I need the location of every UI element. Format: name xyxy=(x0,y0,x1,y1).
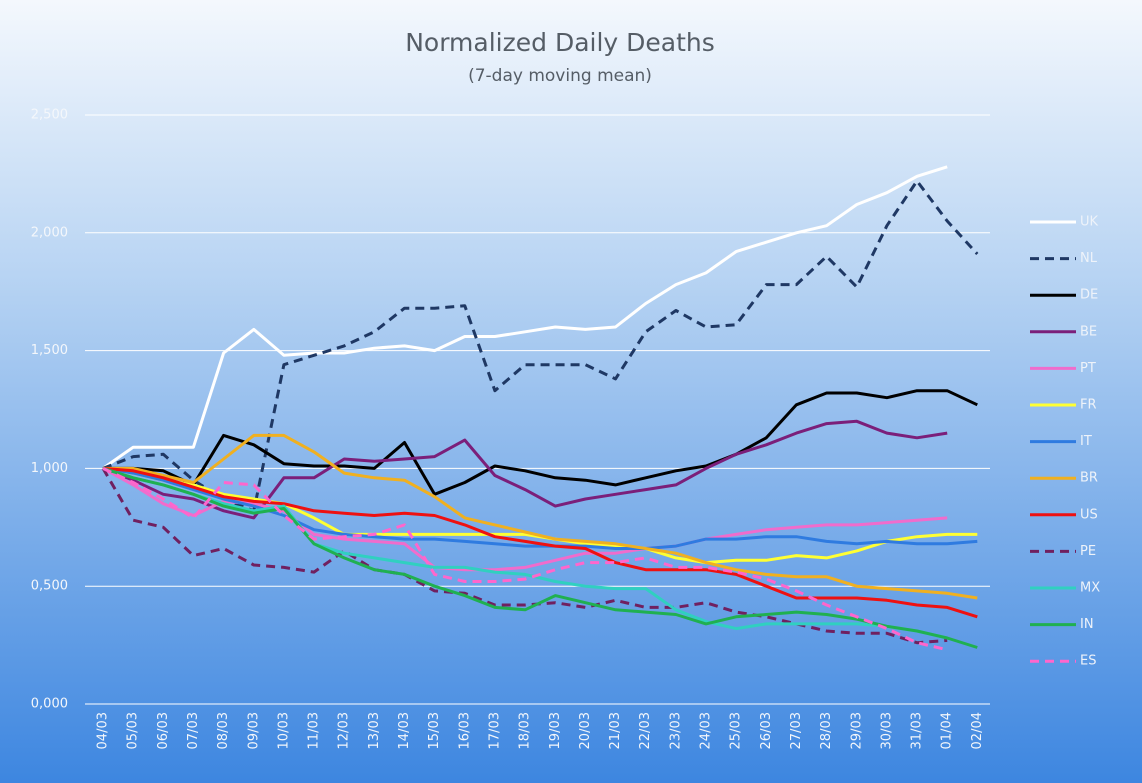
legend-label: FR xyxy=(1080,398,1097,413)
x-tick-label: 17/03 xyxy=(487,712,502,749)
series-line xyxy=(102,466,978,619)
legend-label: PE xyxy=(1080,544,1096,559)
series-line xyxy=(102,419,948,520)
series-line xyxy=(102,467,948,652)
x-tick-label: 02/04 xyxy=(970,712,985,749)
x-tick-label: 20/03 xyxy=(578,712,593,749)
x-tick-label: 16/03 xyxy=(457,712,472,749)
x-tick-label: 07/03 xyxy=(186,712,201,749)
x-tick-label: 04/03 xyxy=(96,712,111,749)
legend-label: BE xyxy=(1080,324,1097,339)
series-line xyxy=(103,389,978,496)
y-tick-label: 1,000 xyxy=(31,461,68,476)
legend-label: UK xyxy=(1080,215,1099,230)
legend-label: DE xyxy=(1080,288,1098,303)
legend-label: PT xyxy=(1080,361,1096,376)
series-line xyxy=(102,179,979,513)
legend-label: MX xyxy=(1080,581,1100,596)
x-tick-label: 05/03 xyxy=(126,712,141,749)
x-tick-label: 21/03 xyxy=(608,712,623,749)
x-tick-label: 30/03 xyxy=(879,712,894,749)
series-line xyxy=(102,466,978,550)
x-tick-label: 29/03 xyxy=(849,712,864,749)
y-tick-label: 0,000 xyxy=(31,697,68,712)
x-tick-label: 31/03 xyxy=(910,712,925,749)
x-tick-label: 18/03 xyxy=(518,712,533,749)
series-line xyxy=(101,467,948,645)
x-tick-label: 10/03 xyxy=(276,712,291,749)
y-tick-label: 1,500 xyxy=(31,343,68,358)
x-tick-label: 24/03 xyxy=(699,712,714,749)
x-tick-label: 14/03 xyxy=(397,712,412,749)
x-tick-label: 26/03 xyxy=(759,712,774,749)
legend-label: NL xyxy=(1080,251,1098,266)
chart-subtitle: (7-day moving mean) xyxy=(468,66,652,86)
x-tick-label: 15/03 xyxy=(427,712,442,749)
series-line xyxy=(102,466,948,640)
y-tick-label: 2,000 xyxy=(31,225,68,240)
legend-label: IN xyxy=(1080,617,1094,632)
series-line xyxy=(102,165,948,470)
x-tick-label: 22/03 xyxy=(638,712,653,749)
x-tick-label: 12/03 xyxy=(337,712,352,749)
legend-label: IT xyxy=(1080,434,1092,449)
legend-label: BR xyxy=(1080,471,1098,486)
y-tick-label: 2,500 xyxy=(31,108,68,123)
x-tick-label: 08/03 xyxy=(216,712,231,749)
x-tick-label: 27/03 xyxy=(789,712,804,749)
x-tick-label: 23/03 xyxy=(668,712,683,749)
x-tick-label: 13/03 xyxy=(367,712,382,749)
x-tick-label: 25/03 xyxy=(729,712,744,749)
chart-title: Normalized Daily Deaths xyxy=(405,28,715,57)
x-tick-label: 11/03 xyxy=(307,712,322,749)
x-tick-label: 09/03 xyxy=(246,712,261,749)
y-tick-label: 0,500 xyxy=(31,579,68,594)
legend-label: US xyxy=(1080,507,1098,522)
x-tick-label: 01/04 xyxy=(940,712,955,749)
x-tick-label: 19/03 xyxy=(548,712,563,749)
legend-label: ES xyxy=(1080,654,1096,669)
x-tick-label: 06/03 xyxy=(156,712,171,749)
series-line xyxy=(103,433,978,600)
series-line xyxy=(102,466,978,649)
x-tick-label: 28/03 xyxy=(819,712,834,749)
